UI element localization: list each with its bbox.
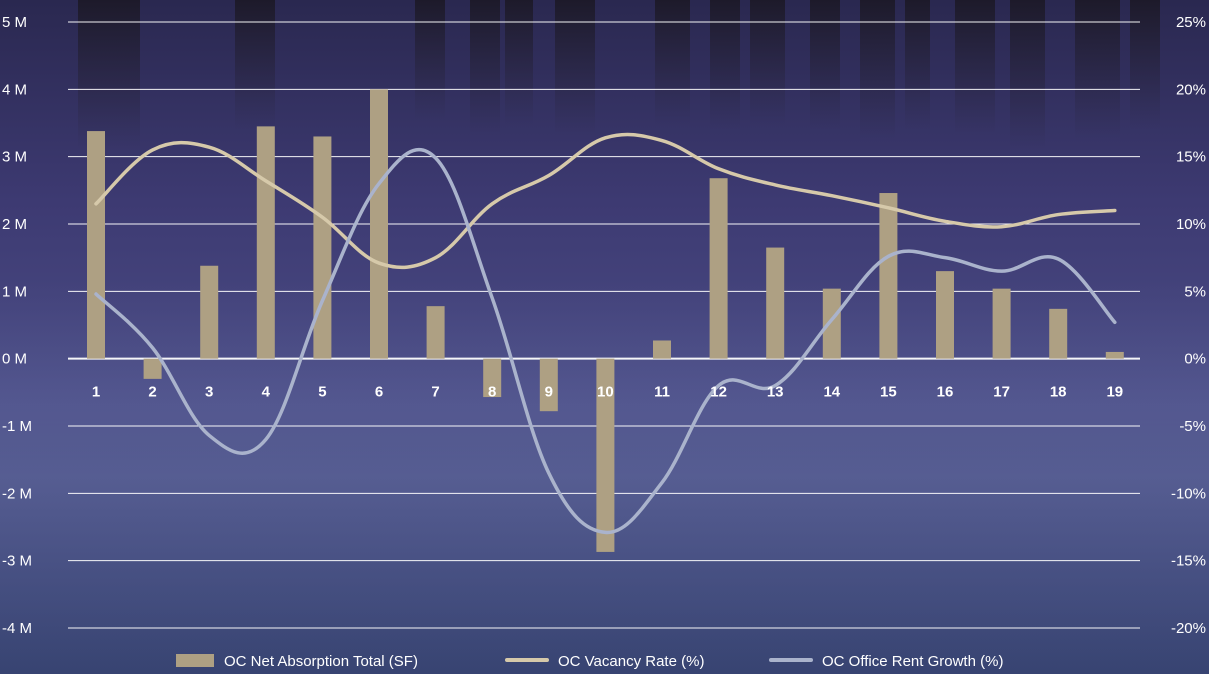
right-axis-tick-label: -10% [1171,485,1206,502]
bar-net-absorption [709,178,728,359]
bar-net-absorption [1049,308,1068,359]
bar-net-absorption [370,89,388,359]
bar-net-absorption [822,288,841,359]
bar-net-absorption [200,265,219,359]
right-axis-tick-label: 5% [1184,283,1206,300]
bar-net-absorption [653,340,671,359]
category-label: 6 [375,384,383,401]
category-label: 3 [205,384,213,401]
right-axis-tick-label: 20% [1176,81,1206,98]
left-axis-tick-label: -4 M [2,620,32,637]
left-axis-tick-label: 2 M [2,216,27,233]
category-label: 10 [597,384,614,401]
bar-net-absorption [313,136,332,359]
bar-net-absorption [879,193,898,359]
bar-net-absorption [483,358,502,398]
left-axis-tick-label: 1 M [2,283,27,300]
bar-net-absorption [1105,351,1124,359]
bar-net-absorption [992,288,1011,359]
category-label: 7 [431,384,439,401]
legend-label-rent-growth: OC Office Rent Growth (%) [822,653,1003,670]
category-label: 13 [767,384,784,401]
category-label: 16 [937,384,954,401]
category-label: 19 [1106,384,1123,401]
legend-label-vacancy: OC Vacancy Rate (%) [558,653,704,670]
bar-net-absorption [426,306,445,359]
right-axis-tick-label: -20% [1171,620,1206,637]
right-axis-tick-label: -5% [1179,418,1206,435]
bar-net-absorption [596,358,615,552]
left-axis-tick-label: -3 M [2,553,32,570]
bar-net-absorption [256,126,275,359]
category-label: 5 [318,384,326,401]
category-label: 14 [823,384,840,401]
legend-label-net-absorption: OC Net Absorption Total (SF) [224,653,418,670]
line-office-rent-growth [94,147,1117,535]
category-label: 15 [880,384,897,401]
bar-net-absorption [936,271,954,359]
category-label: 12 [710,384,727,401]
right-axis-tick-label: 0% [1184,351,1206,368]
bar-net-absorption [87,131,105,359]
left-axis-tick-label: 0 M [2,351,27,368]
bar-net-absorption [766,247,785,359]
category-label: 4 [262,384,271,401]
right-axis-tick-label: 10% [1176,216,1206,233]
left-axis-tick-label: -1 M [2,418,32,435]
category-label: 9 [545,384,553,401]
right-axis-tick-label: -15% [1171,553,1206,570]
right-axis-tick-label: 25% [1176,14,1206,31]
bar-net-absorption [539,358,558,412]
category-label: 17 [993,384,1010,401]
right-axis-tick-label: 15% [1176,149,1206,166]
left-axis-tick-label: 5 M [2,14,27,31]
category-label: 18 [1050,384,1067,401]
line-vacancy-rate [94,132,1117,270]
left-axis-tick-label: 4 M [2,81,27,98]
bar-net-absorption [143,358,162,379]
category-label: 8 [488,384,496,401]
left-axis-tick-label: -2 M [2,485,32,502]
category-label: 11 [654,384,670,401]
category-label: 1 [92,384,100,401]
legend-swatch-net-absorption [176,654,214,667]
left-axis-tick-label: 3 M [2,149,27,166]
category-label: 2 [148,384,156,401]
